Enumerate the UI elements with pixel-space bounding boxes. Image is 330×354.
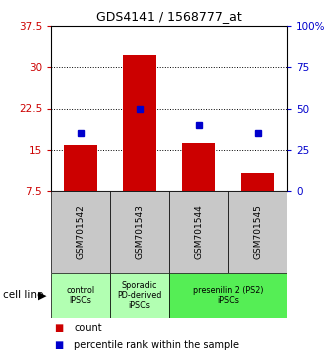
Text: ■: ■ (54, 323, 64, 333)
Bar (228, 191, 287, 273)
Text: percentile rank within the sample: percentile rank within the sample (74, 340, 239, 350)
Bar (123, 55, 156, 191)
Bar (182, 143, 215, 191)
Bar (110, 273, 169, 318)
Text: control
IPSCs: control IPSCs (67, 286, 95, 305)
Text: ■: ■ (54, 340, 64, 350)
Bar (241, 173, 274, 191)
Text: GSM701542: GSM701542 (76, 205, 85, 259)
Bar (169, 191, 228, 273)
Text: ▶: ▶ (38, 291, 47, 301)
Bar (169, 273, 287, 318)
Text: GSM701543: GSM701543 (135, 205, 144, 259)
Bar (51, 273, 110, 318)
Text: count: count (74, 323, 102, 333)
Text: cell line: cell line (3, 291, 44, 301)
Bar (110, 191, 169, 273)
Text: GSM701544: GSM701544 (194, 205, 203, 259)
Text: presenilin 2 (PS2)
iPSCs: presenilin 2 (PS2) iPSCs (193, 286, 263, 305)
Text: GSM701545: GSM701545 (253, 205, 262, 259)
Bar (51, 191, 110, 273)
Text: Sporadic
PD-derived
iPSCs: Sporadic PD-derived iPSCs (117, 281, 162, 310)
Bar (64, 145, 97, 191)
Title: GDS4141 / 1568777_at: GDS4141 / 1568777_at (96, 11, 242, 23)
